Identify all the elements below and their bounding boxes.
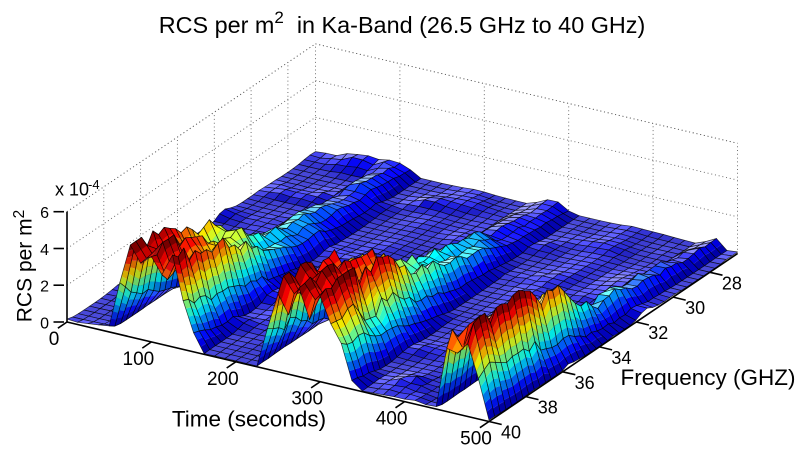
svg-text:4: 4 (40, 242, 49, 259)
svg-text:40: 40 (501, 423, 521, 443)
svg-text:0: 0 (40, 316, 49, 333)
svg-text:30: 30 (685, 298, 705, 318)
svg-text:200: 200 (207, 369, 239, 390)
svg-text:x 10: x 10 (55, 180, 89, 200)
svg-text:38: 38 (538, 398, 558, 418)
svg-text:RCS per m2: RCS per m2 (11, 210, 37, 322)
svg-text:34: 34 (611, 348, 631, 368)
svg-text:-4: -4 (88, 177, 100, 192)
svg-text:RCS per m2 in Ka-Band (26.5 G: RCS per m2 in Ka-Band (26.5 GHz to 40 GH… (159, 8, 646, 38)
svg-text:Frequency (GHZ): Frequency (GHZ) (620, 365, 795, 390)
svg-text:Time (seconds): Time (seconds) (172, 407, 326, 432)
svg-text:32: 32 (648, 323, 668, 343)
svg-text:28: 28 (722, 273, 742, 293)
svg-text:100: 100 (123, 349, 155, 370)
svg-text:400: 400 (376, 409, 408, 430)
svg-text:0: 0 (49, 329, 60, 350)
svg-text:300: 300 (291, 389, 323, 410)
svg-text:2: 2 (40, 279, 49, 296)
svg-text:500: 500 (460, 429, 492, 450)
svg-text:6: 6 (40, 205, 49, 222)
svg-text:36: 36 (575, 373, 595, 393)
